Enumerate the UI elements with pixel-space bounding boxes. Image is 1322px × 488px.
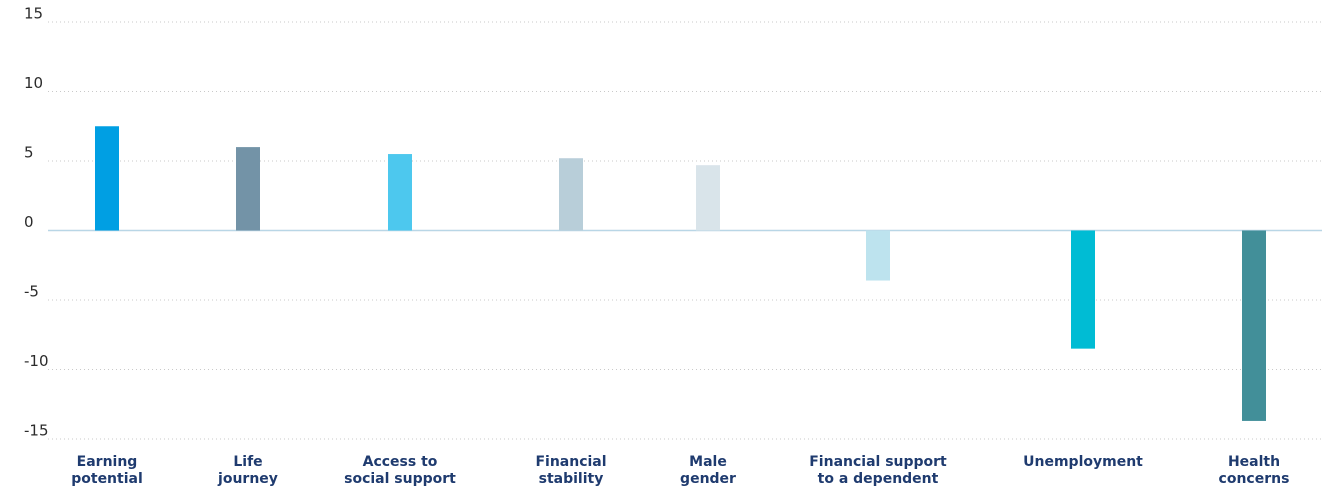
- y-tick-label: 0: [24, 213, 34, 231]
- x-tick-label: Access to: [363, 454, 438, 470]
- bar: [388, 154, 412, 231]
- bar: [236, 147, 260, 231]
- x-tick-label: concerns: [1219, 471, 1290, 487]
- x-tick-label: gender: [680, 471, 736, 487]
- x-tick-label: stability: [539, 471, 604, 487]
- y-tick-label: 15: [24, 5, 43, 23]
- bar: [1071, 230, 1095, 349]
- y-tick-label: 10: [24, 74, 43, 92]
- x-tick-label: journey: [217, 471, 278, 487]
- x-tick-label: Earning: [77, 454, 138, 470]
- x-tick-label: Financial support: [809, 454, 947, 470]
- x-tick-label: Financial: [535, 454, 606, 470]
- y-tick-label: -5: [24, 283, 39, 301]
- y-tick-label: -10: [24, 352, 49, 370]
- y-tick-label: -15: [24, 422, 49, 440]
- x-tick-label: social support: [344, 471, 456, 487]
- bar: [866, 230, 890, 281]
- x-tick-label: Male: [689, 454, 727, 470]
- x-tick-label: potential: [71, 471, 143, 487]
- bar: [696, 165, 720, 231]
- y-tick-label: 5: [24, 144, 34, 162]
- bar: [95, 126, 119, 231]
- bar: [1242, 230, 1266, 421]
- x-tick-label: Life: [233, 454, 262, 470]
- x-tick-label: Health: [1228, 454, 1280, 470]
- x-tick-label: Unemployment: [1023, 454, 1143, 470]
- bar: [559, 158, 583, 231]
- x-tick-label: to a dependent: [818, 471, 939, 487]
